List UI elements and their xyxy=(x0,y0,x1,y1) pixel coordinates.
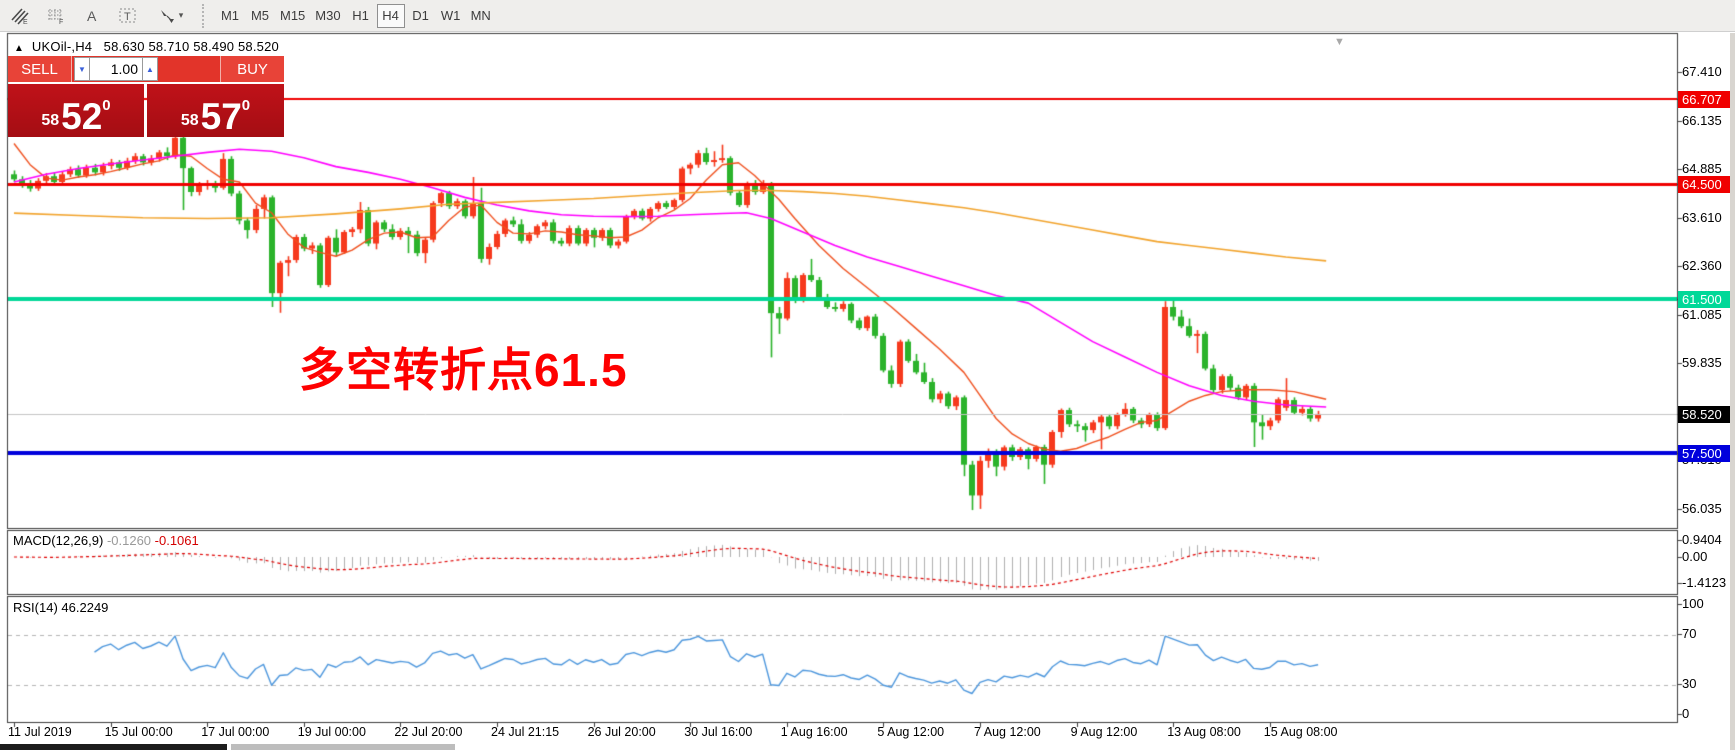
date-axis-label: 11 Jul 2019 xyxy=(8,725,72,739)
date-axis-label: 15 Jul 00:00 xyxy=(104,725,173,739)
macd-axis-label: 0.00 xyxy=(1682,549,1708,564)
macd-signal-value: -0.1061 xyxy=(154,533,199,548)
toolbar-separator xyxy=(202,3,208,28)
rsi-axis-label: 30 xyxy=(1682,676,1697,691)
timeframe-button-m5[interactable]: M5 xyxy=(250,8,270,23)
sell-price-prefix: 58 xyxy=(41,112,60,129)
price-axis-label: 64.885 xyxy=(1682,161,1722,176)
volume-increase-button[interactable]: ▲ xyxy=(142,57,158,81)
volume-decrease-button[interactable]: ▼ xyxy=(74,57,90,81)
buy-price-pip: 0 xyxy=(241,97,251,114)
grid-tool-button[interactable]: F xyxy=(40,3,72,29)
price-level-badge: 61.500 xyxy=(1678,290,1731,308)
price-axis-label: 59.835 xyxy=(1682,355,1722,370)
price-level-badge: 58.520 xyxy=(1678,405,1731,423)
sell-price-pip: 0 xyxy=(102,97,111,114)
trade-panel-row: SELL ▼ ▲ BUY xyxy=(8,56,284,82)
text-label-icon: T xyxy=(119,8,136,23)
date-axis-label: 26 Jul 20:00 xyxy=(587,725,656,739)
draw-style-tool-button[interactable]: E xyxy=(4,3,36,29)
chevron-down-icon: ▾ xyxy=(178,10,184,20)
timeframe-button-d1[interactable]: D1 xyxy=(412,8,429,23)
buy-price-main: 57 xyxy=(200,95,242,137)
svg-text:A: A xyxy=(87,8,97,24)
font-tool-button[interactable]: A xyxy=(76,3,108,29)
chart-shift-marker-icon[interactable]: ▼ xyxy=(1334,36,1345,48)
price-level-badge: 57.500 xyxy=(1678,444,1731,462)
price-level-badge: 64.500 xyxy=(1678,175,1731,193)
rsi-name: RSI(14) xyxy=(13,600,58,615)
text-label-tool-button[interactable]: T xyxy=(112,3,144,29)
timeframe-button-m15[interactable]: M15 xyxy=(280,8,306,23)
price-axis-label: 67.410 xyxy=(1682,64,1722,79)
price-axis-label: 56.035 xyxy=(1682,501,1722,516)
timeframe-button-h4[interactable]: H4 xyxy=(376,3,405,28)
price-axis-label: 61.085 xyxy=(1682,307,1722,322)
date-axis-label: 15 Aug 08:00 xyxy=(1263,725,1338,739)
buy-price-prefix: 58 xyxy=(180,112,199,129)
shapes-tool-button[interactable]: ▾ xyxy=(148,3,192,29)
shapes-icon xyxy=(160,9,174,23)
price-axis-label: 66.135 xyxy=(1682,113,1722,128)
date-axis-label: 5 Aug 12:00 xyxy=(877,725,945,739)
date-axis-label: 30 Jul 16:00 xyxy=(684,725,753,739)
sell-button[interactable]: SELL xyxy=(8,56,72,82)
chart-annotation-text: 多空转折点61.5 xyxy=(299,344,628,396)
date-axis-label: 19 Jul 00:00 xyxy=(297,725,366,739)
font-icon: A xyxy=(87,8,97,24)
collapse-arrow-icon[interactable]: ▲ xyxy=(14,43,25,54)
symbol-ohlc-values: 58.630 58.710 58.490 58.520 xyxy=(103,39,279,54)
window-right-edge xyxy=(1730,33,1735,750)
macd-axis-label: 0.9404 xyxy=(1682,532,1722,547)
sell-price-display[interactable]: 58 52 0 xyxy=(8,84,144,137)
horizontal-scrollbar-thumb[interactable] xyxy=(0,744,227,750)
rsi-axis-label: 0 xyxy=(1682,706,1690,721)
svg-text:F: F xyxy=(59,19,63,25)
rsi-axis-label: 70 xyxy=(1682,626,1697,641)
date-axis-label: 7 Aug 12:00 xyxy=(974,725,1041,739)
price-quote-row: 58 52 0 58 57 0 xyxy=(8,84,284,137)
buy-button[interactable]: BUY xyxy=(220,56,284,82)
symbol-name: UKOil-,H4 xyxy=(31,39,93,54)
timeframe-button-m30[interactable]: M30 xyxy=(315,8,341,23)
svg-text:T: T xyxy=(124,11,131,23)
draw-style-icon: E xyxy=(11,7,29,25)
grid-icon: F xyxy=(48,8,63,25)
timeframe-button-w1[interactable]: W1 xyxy=(440,8,461,23)
price-axis-label: 62.360 xyxy=(1682,258,1722,273)
macd-indicator-label: MACD(12,26,9) -0.1260 -0.1061 xyxy=(13,533,199,548)
sell-price-main: 52 xyxy=(61,95,103,137)
rsi-indicator-label: RSI(14) 46.2249 xyxy=(13,600,108,615)
rsi-value: 46.2249 xyxy=(61,600,109,615)
date-axis-label: 24 Jul 21:15 xyxy=(491,725,560,739)
one-click-trading-panel: SELL ▼ ▲ BUY 58 52 0 58 57 0 xyxy=(8,56,284,137)
timeframe-button-h1[interactable]: H1 xyxy=(352,8,369,23)
horizontal-scrollbar-track[interactable] xyxy=(0,744,1735,750)
toolbar: E F A T xyxy=(0,0,1735,32)
timeframe-button-mn[interactable]: MN xyxy=(470,8,491,23)
date-axis-label: 22 Jul 20:00 xyxy=(394,725,463,739)
date-axis-label: 9 Aug 12:00 xyxy=(1070,725,1138,739)
volume-input[interactable] xyxy=(90,57,142,81)
date-axis-label: 1 Aug 16:00 xyxy=(780,725,848,739)
timeframe-group: M1 M5 M15 M30 H1 H4 D1 W1 MN xyxy=(214,3,495,28)
rsi-axis-label: 100 xyxy=(1682,596,1704,611)
timeframe-button-m1[interactable]: M1 xyxy=(220,8,240,23)
svg-text:E: E xyxy=(23,19,28,25)
date-axis-label: 17 Jul 00:00 xyxy=(201,725,270,739)
symbol-ohlc-line: ▲ UKOil-,H4 58.630 58.710 58.490 58.520 xyxy=(14,39,279,54)
macd-name: MACD(12,26,9) xyxy=(13,533,104,548)
macd-main-value: -0.1260 xyxy=(106,533,152,548)
macd-axis-label: -1.4123 xyxy=(1682,575,1727,590)
horizontal-scrollbar-secondary[interactable] xyxy=(231,744,455,750)
volume-stepper: ▼ ▲ xyxy=(74,57,158,81)
buy-price-display[interactable]: 58 57 0 xyxy=(147,84,284,137)
date-axis-label: 13 Aug 08:00 xyxy=(1167,725,1241,739)
price-axis-label: 63.610 xyxy=(1682,210,1722,225)
price-level-badge: 66.707 xyxy=(1678,90,1731,108)
